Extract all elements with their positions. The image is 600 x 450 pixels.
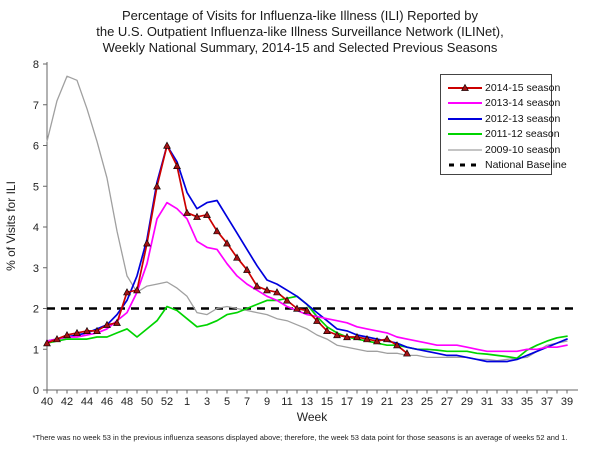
legend-swatch-blue-line — [448, 117, 482, 120]
svg-text:1: 1 — [184, 396, 190, 408]
svg-text:44: 44 — [81, 396, 93, 408]
svg-text:13: 13 — [301, 396, 313, 408]
chart-title-line-2: the U.S. Outpatient Influenza-like Illne… — [96, 24, 504, 39]
legend-item-2014-15: 2014-15 season — [441, 80, 560, 96]
chart-legend: 2014-15 season 2013-14 season 2012-13 se… — [440, 74, 567, 175]
svg-text:7: 7 — [244, 396, 250, 408]
legend-swatch-dashed-baseline — [449, 163, 481, 167]
legend-label: 2012-13 season — [485, 112, 561, 125]
svg-text:31: 31 — [481, 396, 493, 408]
svg-text:23: 23 — [401, 396, 413, 408]
svg-text:19: 19 — [361, 396, 373, 408]
svg-text:9: 9 — [264, 396, 270, 408]
svg-text:7: 7 — [33, 100, 39, 112]
svg-text:52: 52 — [161, 396, 173, 408]
legend-label: 2013-14 season — [485, 97, 561, 110]
chart-title: Percentage of Visits for Influenza-like … — [0, 8, 600, 56]
svg-text:39: 39 — [561, 396, 573, 408]
svg-text:1: 1 — [33, 344, 39, 356]
svg-text:46: 46 — [101, 396, 113, 408]
legend-label: 2011-12 season — [485, 128, 560, 141]
svg-text:6: 6 — [33, 141, 39, 153]
svg-text:21: 21 — [381, 396, 393, 408]
svg-text:3: 3 — [33, 263, 39, 275]
svg-text:3: 3 — [204, 396, 210, 408]
legend-label: 2009-10 season — [485, 143, 561, 156]
svg-text:37: 37 — [541, 396, 553, 408]
svg-text:25: 25 — [421, 396, 433, 408]
legend-label: 2014-15 season — [485, 81, 561, 94]
legend-item-national-baseline: National Baseline — [441, 158, 567, 174]
chart-footnote: *There was no week 53 in the previous in… — [32, 433, 568, 442]
svg-text:40: 40 — [41, 396, 53, 408]
svg-text:48: 48 — [121, 396, 133, 408]
legend-swatch-red-triangle-line — [448, 83, 482, 91]
svg-text:11: 11 — [281, 396, 292, 408]
legend-swatch-gray-line — [448, 149, 482, 151]
svg-text:35: 35 — [521, 396, 533, 408]
legend-item-2011-12: 2011-12 season — [441, 127, 560, 143]
legend-swatch-green-line — [448, 133, 482, 136]
svg-text:15: 15 — [321, 396, 333, 408]
legend-item-2009-10: 2009-10 season — [441, 142, 560, 158]
svg-text:0: 0 — [33, 385, 39, 397]
svg-text:42: 42 — [61, 396, 73, 408]
svg-text:5: 5 — [224, 396, 230, 408]
legend-item-2013-14: 2013-14 season — [441, 96, 560, 112]
svg-text:17: 17 — [341, 396, 353, 408]
svg-text:Week: Week — [297, 410, 328, 424]
legend-item-2012-13: 2012-13 season — [441, 111, 560, 127]
svg-text:33: 33 — [501, 396, 513, 408]
chart-title-line-3: Weekly National Summary, 2014-15 and Sel… — [102, 40, 498, 55]
svg-text:5: 5 — [33, 181, 39, 193]
svg-text:2: 2 — [33, 304, 39, 316]
svg-text:% of Visits for ILI: % of Visits for ILI — [4, 181, 18, 271]
svg-text:4: 4 — [33, 222, 39, 234]
svg-text:50: 50 — [141, 396, 153, 408]
svg-text:8: 8 — [33, 59, 39, 71]
legend-label: National Baseline — [485, 159, 567, 172]
chart-title-line-1: Percentage of Visits for Influenza-like … — [122, 8, 478, 23]
svg-text:29: 29 — [461, 396, 473, 408]
legend-swatch-magenta-line — [448, 102, 482, 105]
svg-text:27: 27 — [441, 396, 453, 408]
